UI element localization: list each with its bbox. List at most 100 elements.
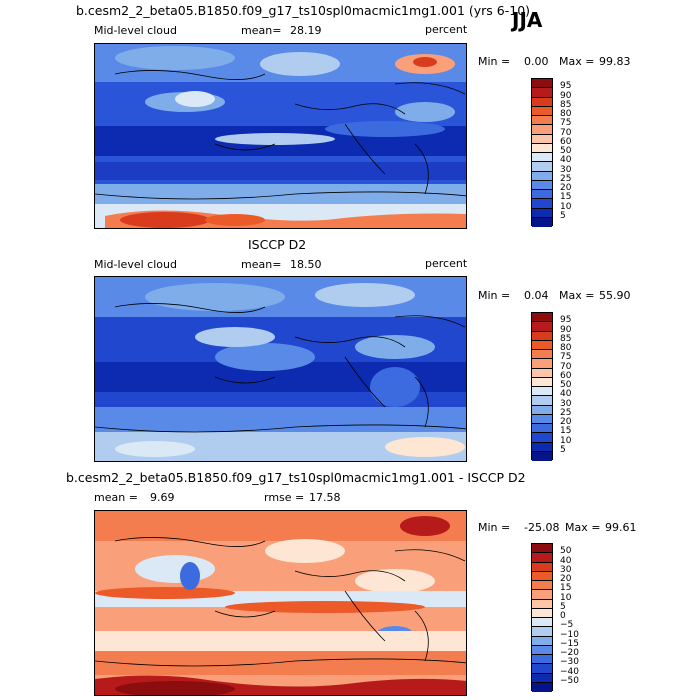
- colorbar-swatch: [532, 359, 552, 369]
- colorbar-tick-label: 75: [560, 352, 572, 363]
- colorbar-tick-label: 95: [560, 81, 572, 92]
- colorbar-swatch: [532, 153, 552, 163]
- colorbar-swatch: [532, 368, 552, 378]
- colorbar-tick-label: 40: [560, 555, 572, 566]
- colorbar-tick-label: 25: [560, 173, 572, 184]
- panel-3-colorbar-labels: 50 40 30 20 15 10 5 0 −5 −10 −15 −20 −30 −40 −50: [560, 543, 590, 691]
- colorbar-tick-label: 85: [560, 99, 572, 110]
- colorbar-tick-label: 85: [560, 333, 572, 344]
- panel-2-units: percent: [425, 257, 468, 270]
- colorbar-swatch: [532, 313, 552, 323]
- panel-2-map-field: [95, 277, 466, 461]
- panel-3-map-field: [95, 511, 466, 695]
- panel-1-min-label: Min =: [478, 55, 511, 68]
- colorbar-swatch: [532, 79, 552, 89]
- colorbar-tick-label: 30: [560, 164, 572, 175]
- colorbar-tick-label: 40: [560, 155, 572, 166]
- colorbar-swatch: [532, 97, 552, 107]
- panel-3-min-label: Min =: [478, 521, 511, 534]
- colorbar-swatch: [532, 442, 552, 452]
- colorbar-tick-label: 40: [560, 389, 572, 400]
- colorbar-tick-label: 15: [560, 192, 572, 203]
- colorbar-tick-label: −20: [560, 648, 579, 658]
- colorbar-swatch: [532, 414, 552, 424]
- colorbar-swatch: [532, 340, 552, 350]
- panel-3-title: b.cesm2_2_beta05.B1850.f09_g17_ts10spl0m…: [66, 470, 526, 485]
- colorbar-swatch: [532, 171, 552, 181]
- panel-1-mean-label: mean=: [241, 24, 282, 37]
- panel-1-variable: Mid-level cloud: [94, 24, 177, 37]
- colorbar-tick-label: 5: [560, 210, 566, 221]
- colorbar-tick-label: 15: [560, 426, 572, 437]
- panel-1-max-value: 99.83: [599, 55, 631, 68]
- panel-2-mean-value: 18.50: [290, 258, 322, 271]
- colorbar-swatch: [532, 636, 552, 646]
- panel-3-max-value: 99.61: [605, 521, 637, 534]
- colorbar-tick-label: 30: [560, 564, 572, 575]
- colorbar-tick-label: 10: [560, 435, 572, 446]
- colorbar-swatch: [532, 143, 552, 153]
- colorbar-swatch: [532, 190, 552, 200]
- colorbar-tick-label: 50: [560, 546, 572, 557]
- colorbar-tick-label: 5: [560, 601, 566, 612]
- colorbar-tick-label: −50: [560, 675, 579, 686]
- panel-3-map: [94, 510, 467, 696]
- colorbar-swatch: [532, 180, 552, 190]
- panel-2-colorbar-labels: 95 90 85 80 75 70 60 50 40 30 25 20 15 10 5: [560, 312, 590, 460]
- colorbar-swatch: [532, 673, 552, 683]
- panel-1-colorbar-labels: 95 90 85 80 75 70 60 50 40 30 25 20 15 10 5: [560, 78, 590, 226]
- colorbar-swatch: [532, 331, 552, 341]
- panel-2-colorbar: [531, 312, 553, 461]
- colorbar-tick-label: 50: [560, 146, 572, 156]
- panel-1-map-field: [95, 44, 466, 228]
- panel-2-variable: Mid-level cloud: [94, 258, 177, 271]
- panel-2-mean-label: mean=: [241, 258, 282, 271]
- colorbar-swatch: [532, 451, 552, 461]
- colorbar-tick-label: −15: [560, 638, 579, 649]
- colorbar-swatch: [532, 571, 552, 581]
- colorbar-swatch: [532, 664, 552, 674]
- colorbar-tick-label: 90: [560, 324, 572, 335]
- colorbar-swatch: [532, 377, 552, 387]
- colorbar-tick-label: 20: [560, 417, 572, 427]
- colorbar-swatch: [532, 350, 552, 360]
- colorbar-swatch: [532, 590, 552, 600]
- season-label: JJA: [512, 8, 543, 32]
- colorbar-swatch: [532, 581, 552, 591]
- colorbar-swatch: [532, 217, 552, 227]
- colorbar-swatch: [532, 405, 552, 415]
- colorbar-swatch: [532, 88, 552, 98]
- colorbar-swatch: [532, 655, 552, 665]
- colorbar-tick-label: 75: [560, 118, 572, 129]
- panel-1-mean-value: 28.19: [290, 24, 322, 37]
- colorbar-tick-label: 80: [560, 343, 572, 353]
- colorbar-tick-label: 10: [560, 592, 572, 603]
- colorbar-swatch: [532, 618, 552, 628]
- colorbar-swatch: [532, 682, 552, 692]
- colorbar-tick-label: −10: [560, 629, 579, 640]
- colorbar-tick-label: 95: [560, 315, 572, 326]
- panel-2-max-label: Max =: [559, 289, 595, 302]
- colorbar-swatch: [532, 387, 552, 397]
- panel-1-map: [94, 43, 467, 229]
- colorbar-swatch: [532, 433, 552, 443]
- colorbar-tick-label: −40: [560, 666, 579, 677]
- colorbar-tick-label: 0: [560, 611, 566, 621]
- colorbar-swatch: [532, 199, 552, 209]
- colorbar-tick-label: 20: [560, 574, 572, 584]
- colorbar-swatch: [532, 544, 552, 554]
- panel-1-units: percent: [425, 23, 468, 36]
- colorbar-tick-label: 60: [560, 370, 572, 381]
- colorbar-tick-label: 30: [560, 398, 572, 409]
- panel-2-min-label: Min =: [478, 289, 511, 302]
- colorbar-tick-label: 5: [560, 444, 566, 455]
- panel-3-rmse-value: 17.58: [309, 491, 341, 504]
- colorbar-swatch: [532, 134, 552, 144]
- colorbar-swatch: [532, 645, 552, 655]
- colorbar-tick-label: 50: [560, 380, 572, 390]
- panel-1-min-value: 0.00: [524, 55, 549, 68]
- panel-3-max-label: Max =: [565, 521, 601, 534]
- colorbar-swatch: [532, 116, 552, 126]
- colorbar-tick-label: 70: [560, 361, 572, 372]
- colorbar-tick-label: 20: [560, 183, 572, 193]
